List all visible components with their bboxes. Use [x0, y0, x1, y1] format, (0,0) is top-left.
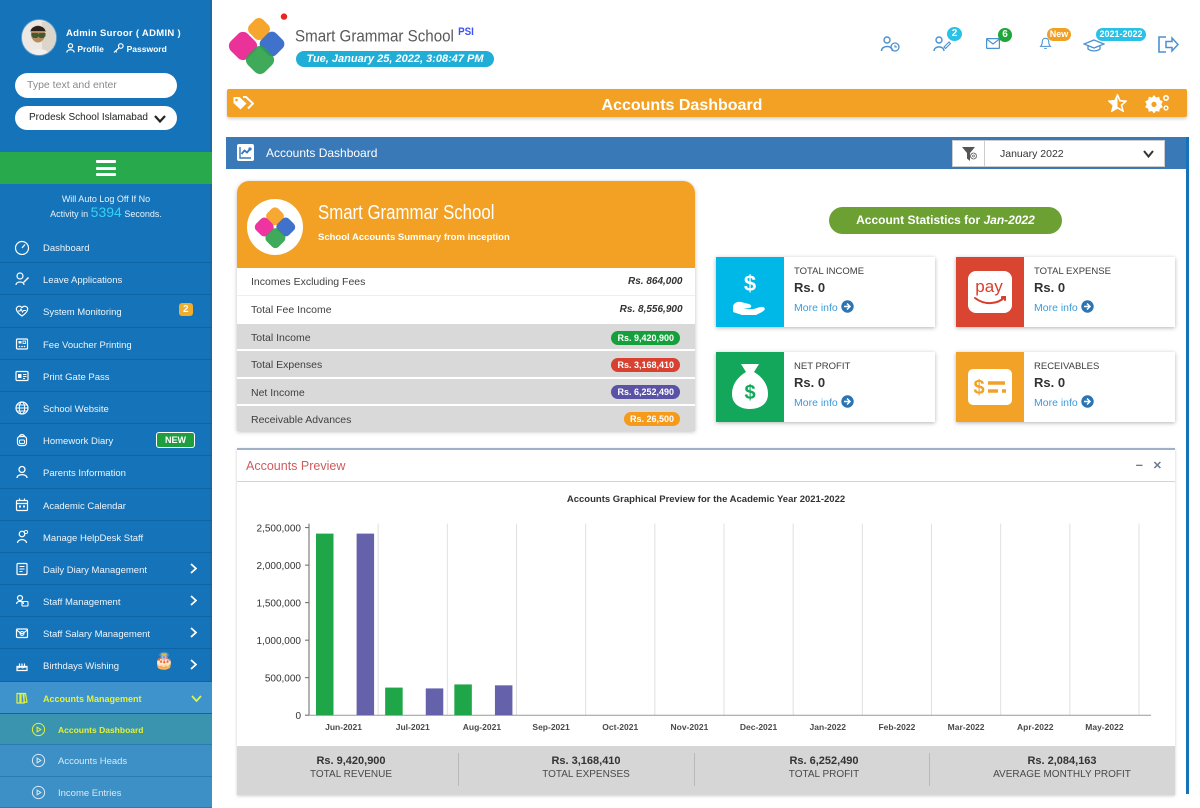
- svg-text:⚙: ⚙: [970, 153, 976, 161]
- svg-text:0: 0: [295, 711, 301, 722]
- svg-text:$: $: [973, 377, 984, 399]
- svg-text:Sep-2021: Sep-2021: [532, 722, 570, 732]
- svg-text:Jan-2022: Jan-2022: [810, 722, 847, 732]
- svg-text:500,000: 500,000: [265, 674, 302, 685]
- svg-text:Aug-2021: Aug-2021: [463, 722, 502, 732]
- svg-text:Oct-2021: Oct-2021: [602, 722, 638, 732]
- svg-text:$: $: [744, 271, 756, 296]
- svg-text:Mar-2022: Mar-2022: [948, 722, 985, 732]
- svg-text:2,000,000: 2,000,000: [257, 561, 302, 572]
- svg-text:Jun-2021: Jun-2021: [325, 722, 362, 732]
- svg-text:Feb-2022: Feb-2022: [878, 722, 915, 732]
- svg-text:Apr-2022: Apr-2022: [1017, 722, 1054, 732]
- svg-text:1,000,000: 1,000,000: [257, 636, 302, 647]
- svg-text:Nov-2021: Nov-2021: [671, 722, 709, 732]
- svg-text:$: $: [744, 382, 755, 404]
- svg-text:1,500,000: 1,500,000: [257, 599, 302, 610]
- svg-text:Dec-2021: Dec-2021: [740, 722, 778, 732]
- svg-text:May-2022: May-2022: [1085, 722, 1124, 732]
- svg-text:Jul-2021: Jul-2021: [396, 722, 430, 732]
- svg-text:2,500,000: 2,500,000: [257, 524, 302, 535]
- svg-text:pay: pay: [975, 277, 1003, 296]
